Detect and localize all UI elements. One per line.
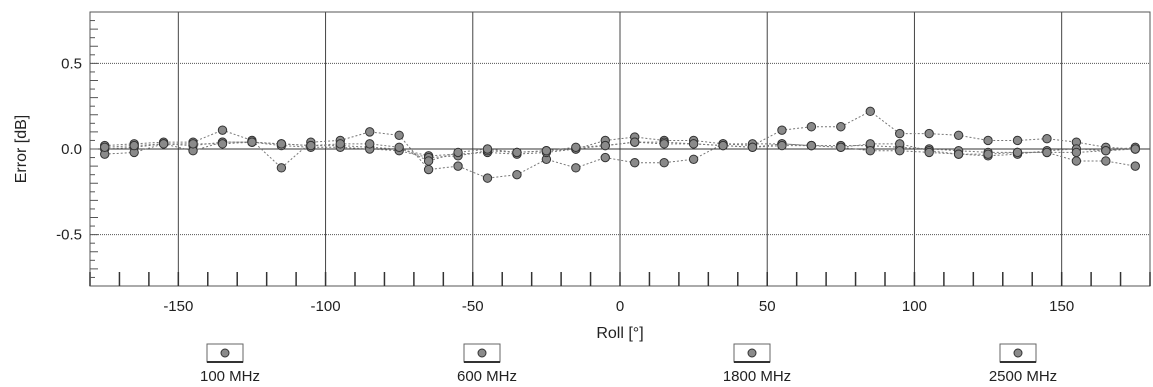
data-point — [218, 126, 226, 134]
data-point — [719, 141, 727, 149]
data-point — [366, 128, 374, 136]
data-point — [1013, 136, 1021, 144]
data-point — [572, 143, 580, 151]
data-point — [984, 150, 992, 158]
data-point — [748, 143, 756, 151]
data-point — [689, 155, 697, 163]
data-point — [395, 143, 403, 151]
data-point — [601, 141, 609, 149]
x-tick-label: -100 — [311, 298, 341, 315]
data-point — [896, 129, 904, 137]
data-point — [513, 148, 521, 156]
data-point — [218, 140, 226, 148]
data-point — [954, 131, 962, 139]
legend: 100 MHz 600 MHz 1800 MHz 2500 MHz — [200, 344, 1057, 385]
legend-label: 600 MHz — [457, 368, 517, 385]
data-point — [1102, 157, 1110, 165]
data-point — [601, 153, 609, 161]
legend-marker — [478, 349, 486, 357]
data-point — [483, 174, 491, 182]
data-point — [542, 147, 550, 155]
x-tick-label: 50 — [759, 298, 776, 315]
data-point — [1072, 148, 1080, 156]
x-tick-label: -50 — [462, 298, 484, 315]
data-point — [189, 140, 197, 148]
data-point — [1013, 148, 1021, 156]
legend-marker — [1014, 349, 1022, 357]
data-point — [866, 107, 874, 115]
legend-marker — [748, 349, 756, 357]
data-point — [925, 129, 933, 137]
legend-label: 1800 MHz — [723, 368, 791, 385]
x-axis-title: Roll [°] — [596, 325, 643, 342]
x-tick-label: 100 — [902, 298, 927, 315]
legend-marker — [221, 349, 229, 357]
data-point — [454, 162, 462, 170]
legend-item: 2500 MHz — [989, 344, 1057, 385]
legend-label: 100 MHz — [200, 368, 260, 385]
data-point — [778, 126, 786, 134]
x-tick-label: 150 — [1049, 298, 1074, 315]
data-point — [1043, 135, 1051, 143]
x-tick-label: 0 — [616, 298, 624, 315]
data-point — [307, 141, 315, 149]
legend-label: 2500 MHz — [989, 368, 1057, 385]
data-point — [572, 164, 580, 172]
data-point — [366, 140, 374, 148]
data-point — [631, 138, 639, 146]
data-point — [689, 140, 697, 148]
data-point — [277, 164, 285, 172]
data-point — [1102, 147, 1110, 155]
data-point — [631, 159, 639, 167]
data-point — [159, 140, 167, 148]
legend-item: 600 MHz — [457, 344, 517, 385]
data-point — [837, 123, 845, 131]
data-point — [483, 145, 491, 153]
data-point — [1043, 148, 1051, 156]
x-tick-label: -150 — [163, 298, 193, 315]
data-point — [984, 136, 992, 144]
data-point — [424, 165, 432, 173]
data-point — [277, 140, 285, 148]
data-point — [395, 131, 403, 139]
data-point — [807, 123, 815, 131]
data-point — [660, 159, 668, 167]
y-tick-label: 0.5 — [61, 55, 82, 72]
data-point — [454, 148, 462, 156]
data-point — [424, 157, 432, 165]
data-point — [1131, 162, 1139, 170]
data-point — [896, 147, 904, 155]
data-point — [660, 140, 668, 148]
data-point — [513, 170, 521, 178]
y-tick-label: 0.0 — [61, 141, 82, 158]
data-point — [954, 150, 962, 158]
data-point — [1072, 157, 1080, 165]
y-axis-title: Error [dB] — [13, 115, 30, 183]
y-tick-label: -0.5 — [56, 227, 82, 244]
data-point — [866, 147, 874, 155]
data-point — [925, 148, 933, 156]
data-point — [807, 141, 815, 149]
data-point — [1131, 145, 1139, 153]
data-point — [130, 141, 138, 149]
legend-item: 100 MHz — [200, 344, 260, 385]
legend-item: 1800 MHz — [723, 344, 791, 385]
data-point — [101, 143, 109, 151]
data-point — [248, 138, 256, 146]
data-point — [336, 140, 344, 148]
data-point — [778, 141, 786, 149]
data-point — [837, 143, 845, 151]
